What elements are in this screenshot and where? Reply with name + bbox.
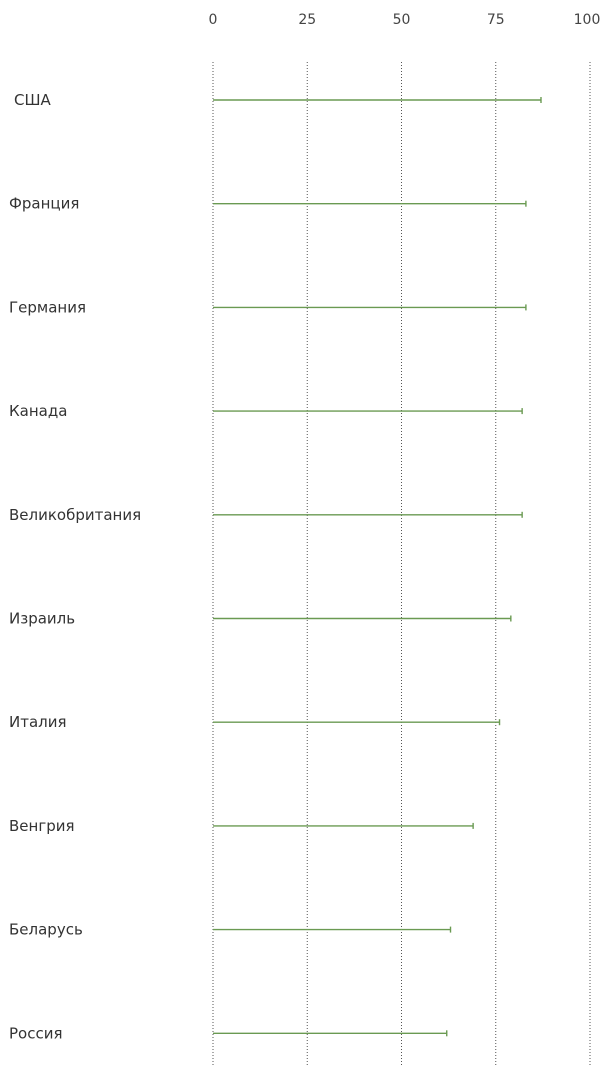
category-label: Венгрия <box>9 817 75 835</box>
x-tick-label: 100 <box>574 12 601 28</box>
category-label: Россия <box>9 1024 63 1042</box>
bar <box>213 97 542 103</box>
bars <box>213 97 542 1037</box>
bar <box>213 1030 448 1037</box>
bar <box>213 615 512 622</box>
bar <box>213 822 474 829</box>
category-label: Франция <box>9 195 79 213</box>
x-tick-label: 50 <box>393 12 411 28</box>
x-tick-label: 25 <box>298 12 316 28</box>
bar <box>213 511 523 518</box>
category-label: США <box>14 91 52 109</box>
bar <box>213 304 527 311</box>
category-label: Израиль <box>9 610 75 628</box>
x-tick-label: 75 <box>487 12 505 28</box>
category-label: Италия <box>9 713 67 731</box>
grid-layer <box>212 62 591 1066</box>
x-tick-label: 0 <box>209 12 218 28</box>
bar <box>213 719 501 726</box>
bar <box>213 926 452 933</box>
x-axis-ticks: 0 25 50 75 100 <box>209 12 601 28</box>
category-label: Канада <box>9 402 67 420</box>
bar <box>213 408 523 415</box>
category-label: Германия <box>9 298 86 316</box>
category-label: Беларусь <box>9 921 83 939</box>
bar <box>213 200 527 207</box>
category-label: Великобритания <box>9 506 141 524</box>
category-labels: США Франция Германия Канада Великобритания Из… <box>9 91 141 1042</box>
